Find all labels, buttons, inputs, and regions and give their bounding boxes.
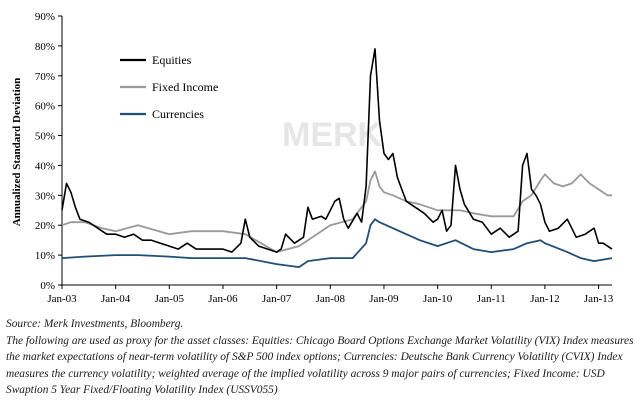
series-line-fixed-income	[61, 170, 612, 254]
series-line-equities	[61, 48, 613, 253]
legend-label: Currencies	[152, 107, 204, 121]
y-tick-label: 20%	[35, 220, 55, 232]
x-tick-label: Jan-11	[477, 293, 506, 305]
y-tick-label: 60%	[35, 101, 55, 113]
chart-notes: Source: Merk Investments, Bloomberg. The…	[6, 316, 636, 399]
legend-label: Fixed Income	[152, 80, 218, 94]
x-tick-label: Jan-03	[47, 293, 77, 305]
x-tick-label: Jan-10	[423, 293, 453, 305]
x-tick-label: Jan-08	[316, 293, 346, 305]
y-tick-label: 30%	[35, 190, 55, 202]
x-tick-label: Jan-04	[101, 293, 131, 305]
y-tick-label: 50%	[35, 131, 55, 143]
source-note: Source: Merk Investments, Bloomberg.	[6, 318, 184, 330]
series-line-currencies	[61, 218, 613, 269]
watermark: MERK	[282, 116, 383, 154]
series-layer	[61, 48, 613, 269]
y-axis: 0% 10% 20% 30% 40% 50% 60% 70% 80% 90%	[35, 11, 63, 292]
y-tick-label: 0%	[40, 280, 55, 292]
proxy-description: The following are used as proxy for the …	[6, 334, 634, 397]
volatility-chart: MERK 0% 10% 20% 30% 40% 50% 60% 70% 80% 90% Jan-0…	[11, 11, 614, 305]
y-tick-label: 80%	[35, 41, 55, 53]
x-tick-label: Jan-12	[530, 293, 559, 305]
legend-label: Equities	[152, 53, 192, 67]
y-tick-label: 40%	[35, 160, 55, 172]
y-tick-label: 90%	[35, 11, 55, 23]
x-tick-label: Jan-09	[369, 293, 399, 305]
y-tick-label: 10%	[35, 250, 55, 262]
x-tick-label: Jan-07	[262, 293, 292, 305]
y-axis-label: Annualized Standard Deviation	[11, 78, 23, 227]
x-tick-label: Jan-06	[208, 293, 238, 305]
x-tick-label: Jan-13	[584, 293, 614, 305]
legend: Equities Fixed Income Currencies	[120, 53, 218, 121]
x-tick-label: Jan-05	[155, 293, 185, 305]
x-axis: Jan-03 Jan-04 Jan-05 Jan-06 Jan-07 Jan-08 Jan-…	[47, 284, 614, 305]
y-tick-label: 70%	[35, 71, 55, 83]
